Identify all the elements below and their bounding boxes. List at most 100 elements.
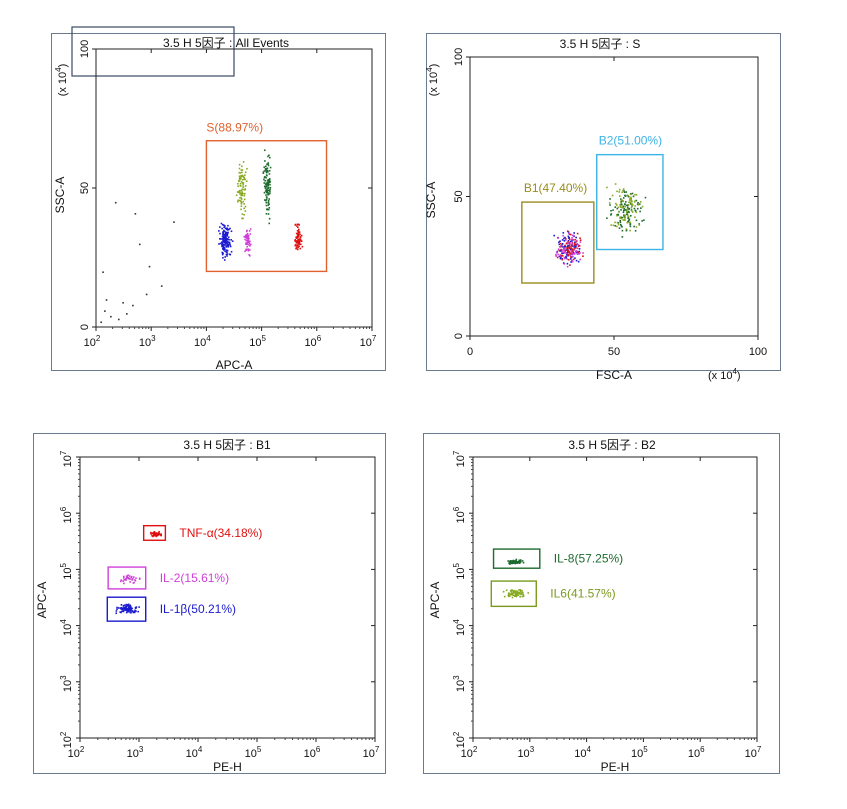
event-point — [568, 236, 570, 239]
event-point — [241, 194, 243, 197]
event-point — [266, 208, 269, 210]
event-point — [248, 254, 250, 256]
event-point — [238, 167, 241, 170]
event-point — [126, 603, 128, 606]
event-point — [269, 186, 272, 189]
event-point — [518, 559, 520, 562]
event-point — [268, 154, 270, 157]
x-multiplier: (x 104) — [708, 367, 741, 382]
event-point — [627, 194, 629, 197]
event-point — [567, 258, 570, 261]
event-point — [221, 253, 224, 256]
event-point — [145, 293, 148, 296]
event-point — [579, 237, 581, 239]
event-point — [123, 582, 125, 585]
event-cluster — [218, 222, 234, 261]
event-point — [509, 560, 511, 563]
y-tick-label: 107 — [59, 450, 74, 467]
event-point — [563, 240, 566, 242]
event-point — [242, 188, 244, 191]
event-point — [297, 235, 300, 238]
event-point — [557, 253, 559, 256]
event-point — [150, 533, 152, 535]
event-point — [104, 310, 106, 312]
event-point — [509, 589, 512, 592]
event-point — [575, 250, 578, 252]
event-point — [173, 221, 175, 223]
event-point — [509, 593, 512, 595]
x-tick-label: 106 — [304, 745, 321, 760]
event-point — [297, 223, 300, 226]
event-point — [568, 243, 571, 245]
event-point — [223, 241, 226, 244]
event-point — [606, 186, 608, 189]
event-point — [248, 244, 250, 246]
event-point — [138, 578, 141, 580]
chart-4: 3.5 H 5因子 : B2 102 103 104 105 106 107 102 103 10… — [428, 438, 762, 774]
event-point — [224, 227, 227, 230]
event-point — [225, 233, 228, 235]
event-point — [621, 191, 623, 194]
event-point — [221, 241, 223, 243]
event-point — [265, 170, 268, 173]
event-point — [559, 242, 562, 245]
event-point — [245, 239, 248, 242]
event-point — [503, 595, 506, 598]
event-cluster — [555, 232, 584, 268]
x-tick-label: 102 — [84, 334, 101, 349]
event-point — [575, 245, 577, 247]
event-point — [610, 214, 612, 216]
event-point — [249, 233, 252, 235]
event-point — [566, 230, 569, 233]
event-point — [226, 240, 229, 243]
event-point — [575, 259, 578, 262]
event-point — [563, 256, 566, 259]
event-point — [264, 175, 266, 178]
event-point — [267, 201, 270, 204]
x-tick-label: 104 — [194, 334, 211, 349]
event-point — [634, 199, 637, 202]
event-point — [519, 595, 522, 598]
event-point — [238, 171, 241, 174]
event-point — [237, 199, 239, 202]
event-point — [565, 239, 567, 241]
event-point — [513, 560, 516, 562]
event-point — [242, 192, 244, 195]
event-point — [562, 234, 564, 237]
event-point — [625, 209, 627, 211]
event-point — [105, 299, 108, 301]
event-point — [566, 245, 569, 248]
event-point — [227, 245, 229, 247]
event-point — [619, 206, 622, 208]
event-point — [555, 255, 557, 257]
event-point — [240, 205, 243, 208]
event-point — [570, 249, 572, 252]
event-point — [634, 216, 636, 219]
event-point — [627, 220, 630, 222]
event-point — [221, 245, 223, 248]
chart-panel-b2 — [423, 433, 780, 774]
event-point — [267, 178, 270, 181]
event-point — [266, 169, 269, 172]
event-point — [127, 605, 129, 607]
event-point — [619, 195, 621, 197]
x-tick-label: 103 — [517, 745, 534, 760]
event-point — [225, 245, 227, 247]
y-tick-label: 105 — [59, 563, 74, 580]
event-point — [561, 257, 564, 260]
event-point — [223, 229, 225, 232]
event-point — [562, 246, 564, 248]
x-tick-label: 106 — [688, 745, 705, 760]
event-point — [265, 199, 267, 202]
event-point — [267, 164, 270, 167]
event-point — [628, 219, 631, 221]
event-point — [633, 225, 635, 228]
event-point — [515, 594, 518, 597]
event-point — [220, 238, 222, 240]
event-point — [571, 236, 573, 239]
event-point — [225, 246, 228, 248]
event-point — [561, 251, 563, 253]
event-point — [125, 611, 128, 614]
event-point — [242, 186, 245, 188]
event-point — [514, 562, 517, 564]
